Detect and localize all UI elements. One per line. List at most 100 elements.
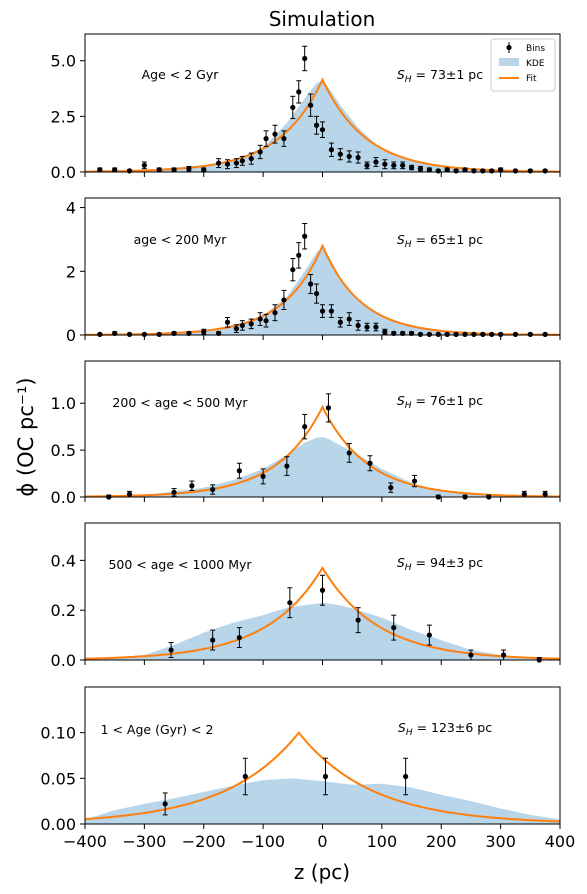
bin-point xyxy=(263,318,269,324)
bin-point xyxy=(462,331,468,337)
bin-point xyxy=(346,450,352,456)
bin-point xyxy=(308,102,314,108)
bin-point xyxy=(156,331,162,337)
y-tick-label: 0.0 xyxy=(51,488,76,507)
bin-point xyxy=(239,322,245,329)
bin-point xyxy=(367,460,373,466)
kde-area xyxy=(85,436,560,497)
x-tick-label: 0 xyxy=(317,832,327,851)
bin-point xyxy=(296,89,302,95)
bin-point xyxy=(542,168,548,174)
x-tick-label: 100 xyxy=(367,832,398,851)
bin-point xyxy=(512,331,519,337)
bin-point xyxy=(257,316,263,322)
panel-5: 0.00 0.05 0.10 −400 −300 −200 −100 0 100 200 300 40… xyxy=(40,686,575,851)
bin-point xyxy=(287,600,293,606)
bin-point xyxy=(417,166,424,172)
bin-point xyxy=(512,168,519,174)
panel-1: 0.0 2.5 5.0 Age < 2 Gyr SH = 73±1 pc Bins KDE F… xyxy=(51,33,561,182)
bin-point xyxy=(319,127,326,133)
bin-point xyxy=(462,167,468,173)
legend-kde-swatch xyxy=(499,58,519,66)
bin-point xyxy=(248,156,254,162)
bin-point xyxy=(355,617,361,623)
y-tick-label: 4 xyxy=(66,199,76,218)
bin-point xyxy=(141,331,147,337)
bin-point xyxy=(141,162,147,168)
bin-point xyxy=(248,321,254,327)
bin-point xyxy=(355,154,361,161)
bin-point xyxy=(171,167,177,173)
bin-point xyxy=(364,324,370,330)
bin-point xyxy=(302,233,308,239)
legend-bins-marker xyxy=(506,44,512,51)
bin-point xyxy=(382,161,388,167)
bin-point xyxy=(480,331,486,337)
bin-point xyxy=(126,168,133,174)
bin-point xyxy=(346,153,352,160)
bin-point xyxy=(189,483,195,489)
x-axis-label: z (pc) xyxy=(294,860,350,884)
bin-point xyxy=(97,167,103,173)
bin-point xyxy=(400,162,406,168)
panel-2: 0 2 4 age < 200 Myr SH = 65±1 pc xyxy=(66,197,561,345)
bin-point xyxy=(233,160,240,166)
x-tick-label: 300 xyxy=(485,832,516,851)
bin-point xyxy=(471,331,477,337)
bin-point xyxy=(210,637,216,643)
scale-height-label: SH = 123±6 pc xyxy=(398,720,492,738)
bin-point xyxy=(112,167,118,173)
y-tick-label: 5.0 xyxy=(51,52,76,71)
legend: Bins KDE Fit xyxy=(490,38,556,92)
bin-point xyxy=(468,652,474,658)
bin-point xyxy=(97,331,103,337)
panel-label: age < 200 Myr xyxy=(134,232,228,247)
bin-point xyxy=(426,331,432,337)
bin-point xyxy=(417,331,424,337)
bin-point xyxy=(186,166,192,172)
bin-point xyxy=(382,329,388,335)
scale-height-label: SH = 94±3 pc xyxy=(397,555,483,573)
bin-point xyxy=(156,167,162,173)
bin-point xyxy=(171,489,177,495)
bin-point xyxy=(527,168,533,174)
bin-point xyxy=(408,164,415,171)
kde-area xyxy=(85,247,560,335)
bin-point xyxy=(319,587,326,593)
bin-point xyxy=(290,267,296,273)
bin-point xyxy=(308,281,314,287)
bin-point xyxy=(426,632,432,638)
bin-point xyxy=(489,331,495,337)
bin-point xyxy=(168,647,174,653)
legend-label-bins: Bins xyxy=(526,44,545,54)
bin-point xyxy=(281,297,287,303)
bin-point xyxy=(290,104,296,111)
bin-point xyxy=(224,161,231,167)
panel-label: Age < 2 Gyr xyxy=(142,67,220,82)
panel-3: 0.0 0.5 1.0 200 < age < 500 Myr SH = 76±1 pc xyxy=(51,360,561,507)
bin-point xyxy=(403,773,409,780)
bin-point xyxy=(210,486,216,493)
kde-area xyxy=(85,602,560,660)
bin-point xyxy=(236,468,242,474)
panel-label: 200 < age < 500 Myr xyxy=(112,395,248,410)
bin-point xyxy=(239,158,245,164)
panel-label: 500 < age < 1000 Myr xyxy=(108,557,252,572)
bin-point xyxy=(328,147,335,153)
fit-curve xyxy=(84,565,561,660)
y-tick-label: 0.05 xyxy=(40,769,76,788)
bin-point xyxy=(426,167,432,173)
scale-height-label: SH = 76±1 pc xyxy=(397,393,483,411)
bin-point xyxy=(364,162,370,168)
bin-point xyxy=(435,168,441,174)
bin-point xyxy=(542,331,548,337)
y-tick-label: 0.4 xyxy=(51,551,76,570)
bin-point xyxy=(126,491,133,497)
fit-curve xyxy=(84,731,561,823)
bin-point xyxy=(126,331,133,337)
figure-title: Simulation xyxy=(269,7,376,31)
bin-point xyxy=(337,319,343,325)
bin-point xyxy=(162,801,168,807)
y-tick-label: 2 xyxy=(66,262,76,281)
